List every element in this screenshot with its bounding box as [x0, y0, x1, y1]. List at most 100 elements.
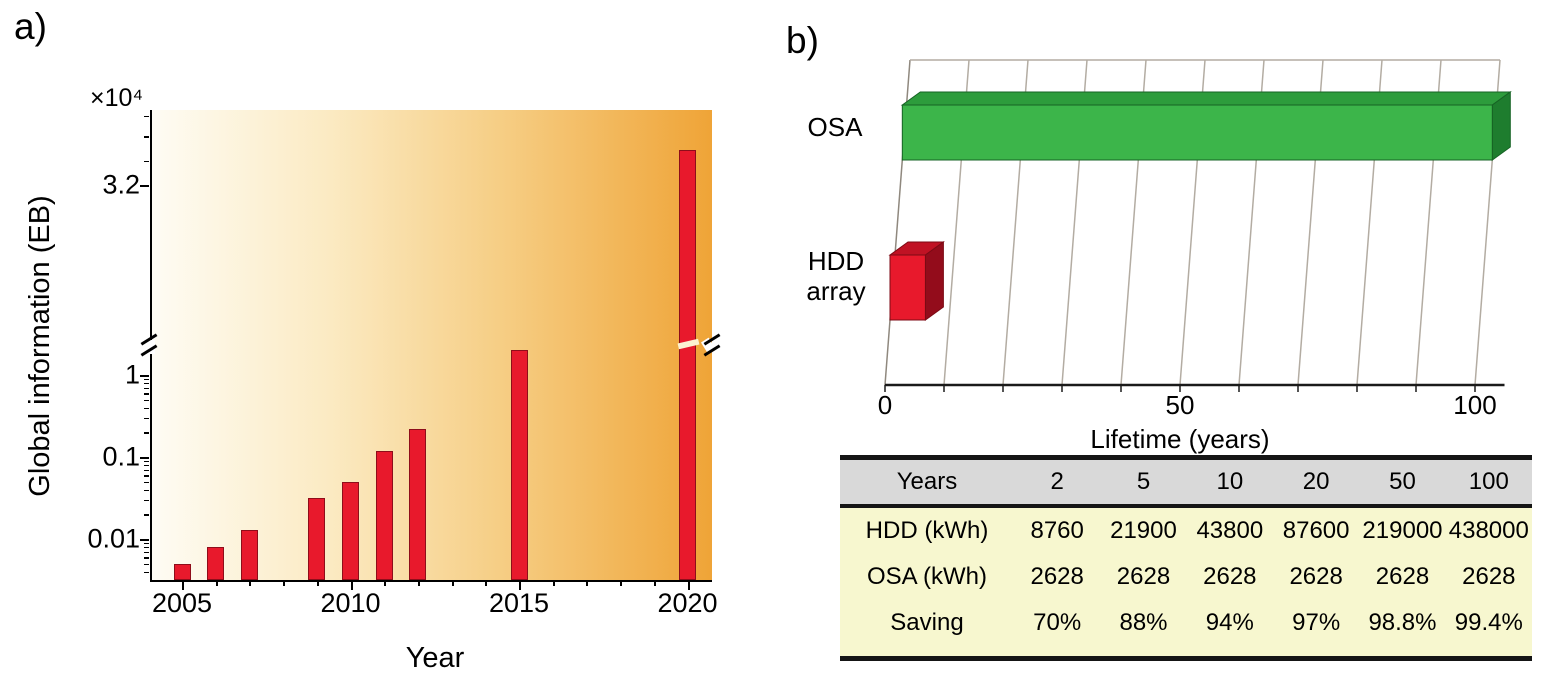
y-minor-tick [144, 475, 149, 477]
x-tick-label-0: 0 [877, 390, 893, 420]
y-minor-tick [144, 378, 149, 381]
x-axis-title-b: Lifetime (years) [1090, 424, 1270, 454]
y-minor-tick [144, 563, 149, 566]
y-tick-label: 0.1 [102, 441, 140, 472]
x-tick [350, 581, 353, 590]
y-minor-tick [144, 115, 149, 118]
x-tick [182, 581, 184, 590]
x-minor-tick [215, 581, 218, 586]
bar3d-top [900, 91, 1512, 106]
table-cell: 98.8% [1359, 600, 1446, 661]
x-tick-label: 2015 [488, 588, 550, 618]
bar-2009 [308, 497, 326, 580]
x-tick-label: 2010 [320, 588, 381, 618]
y-minor-tick [144, 382, 149, 385]
y-tick-label: 1 [124, 359, 140, 390]
table-header-cell: 2 [1014, 455, 1101, 508]
table-header-cell: 100 [1445, 455, 1532, 508]
y-tick [140, 185, 149, 187]
y-minor-tick [144, 136, 149, 138]
bar-2006 [207, 546, 225, 580]
y-minor-tick [144, 160, 149, 162]
x-minor-tick [417, 581, 420, 586]
bar-2005 [173, 563, 191, 580]
bar3d-side [924, 241, 944, 321]
x-axis-title: Year [405, 642, 465, 674]
global-information-chart: ×10⁴ Global information (EB) Year 3.2 1 0.… [24, 84, 721, 674]
table-cell: OSA (kWh) [840, 554, 1014, 600]
table-cell: 94% [1186, 600, 1273, 661]
table-header-row: Years 2 5 10 20 50 100 [840, 455, 1532, 508]
table-cell: 21900 [1100, 506, 1187, 554]
x-minor-tick [283, 581, 286, 586]
table-row: Saving 70% 88% 94% 97% 98.8% 99.4% [840, 600, 1532, 661]
category-label-hdd-array: HDD array [806, 246, 866, 306]
y-minor-tick [144, 469, 149, 472]
x-minor-tick [485, 581, 488, 586]
panel-b-label: b) [786, 20, 819, 61]
table-cell: HDD (kWh) [840, 506, 1014, 554]
table-cell: 2628 [1445, 554, 1532, 600]
bar-2012 [409, 428, 427, 580]
x-tick [519, 581, 521, 590]
table-cell: 219000 [1359, 506, 1446, 554]
y-minor-tick [144, 417, 149, 420]
y-tick [140, 457, 149, 459]
bar3d-front [901, 104, 1493, 161]
y-minor-tick [144, 481, 149, 484]
x-minor-tick [586, 581, 589, 586]
x-minor-tick [620, 581, 623, 586]
x-minor-tick [451, 581, 454, 586]
table-cell: 70% [1014, 600, 1101, 661]
table-header-cell: 20 [1272, 455, 1360, 508]
bar-2020 [679, 150, 696, 580]
table-cell: 43800 [1186, 506, 1273, 554]
y-axis-title: Global information (EB) [24, 195, 56, 497]
table-cell: 88% [1100, 600, 1187, 661]
table-cell: 2628 [1186, 554, 1273, 600]
y-axis-break-gap [147, 340, 155, 354]
bar-2010 [342, 481, 359, 580]
y-minor-tick [144, 489, 149, 492]
energy-comparison-table: Years 2 5 10 20 50 100 HDD (kWh) 8760 21900 43800 8… [840, 455, 1532, 661]
y-tick [140, 539, 149, 541]
y-minor-tick [144, 571, 149, 574]
table-row: OSA (kWh) 2628 2628 2628 2628 2628 2628 [840, 554, 1532, 600]
bar-2007 [240, 529, 258, 580]
table-header-cell: Years [840, 455, 1014, 508]
x-tick-label-100: 100 [1453, 390, 1497, 420]
panel-a-label: a) [14, 6, 47, 47]
y-tick [140, 375, 149, 377]
y-minor-tick [144, 514, 149, 516]
y-tick-label: 3.2 [102, 169, 140, 200]
x-tick [687, 581, 690, 590]
x-tick-label: 2020 [657, 588, 718, 618]
y-minor-tick [144, 393, 149, 395]
x-minor-tick [384, 581, 387, 586]
table-cell: 438000 [1445, 506, 1532, 554]
y-tick-label: 0.01 [87, 523, 140, 554]
lifetime-3d-chart [884, 59, 1512, 392]
table-cell: 87600 [1272, 506, 1360, 554]
y-minor-tick [144, 557, 149, 559]
table-cell: Saving [840, 600, 1014, 661]
table-cell: 99.4% [1445, 600, 1532, 661]
x-minor-tick [653, 581, 656, 586]
x-minor-tick [552, 581, 555, 586]
x-tick-label-50: 50 [1165, 390, 1195, 420]
y-minor-tick [144, 499, 149, 502]
y-minor-tick [144, 542, 149, 545]
y-minor-tick [144, 407, 149, 410]
table-row: HDD (kWh) 8760 21900 43800 87600 219000 438000 [840, 506, 1532, 554]
y-minor-tick [144, 387, 149, 390]
table-header-cell: 5 [1100, 455, 1187, 508]
table-cell: 2628 [1100, 554, 1187, 600]
table-header-cell: 50 [1359, 455, 1446, 508]
table-cell: 2628 [1014, 554, 1101, 600]
x-minor-tick [249, 581, 252, 586]
bar-2015 [510, 350, 528, 580]
table-header-cell: 10 [1186, 455, 1273, 508]
bar-2011 [375, 450, 393, 580]
y-minor-tick [144, 399, 149, 402]
